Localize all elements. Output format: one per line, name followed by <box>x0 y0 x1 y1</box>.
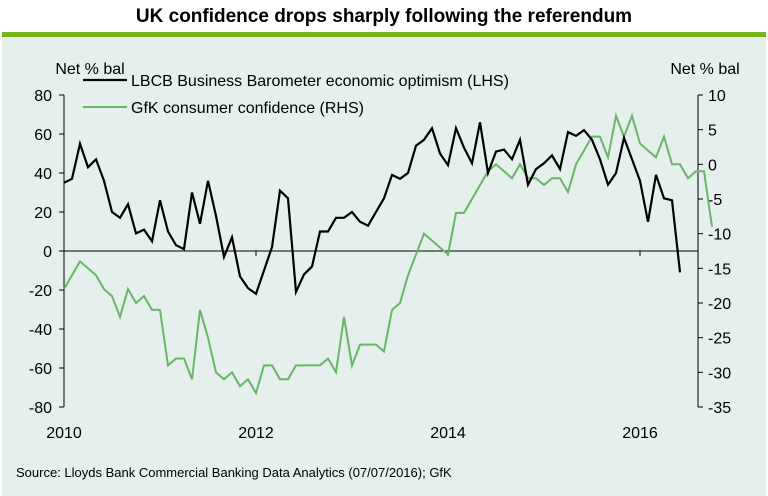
left-tick-label: 20 <box>34 205 52 222</box>
right-tick-label: 5 <box>708 123 717 140</box>
right-tick-label: -25 <box>708 331 731 348</box>
chart-panel <box>2 37 766 496</box>
left-tick-label: 60 <box>34 127 52 144</box>
left-tick-label: -60 <box>29 361 52 378</box>
right-tick-label: -10 <box>708 227 731 244</box>
right-tick-label: -15 <box>708 261 731 278</box>
chart-title: UK confidence drops sharply following th… <box>135 6 633 27</box>
legend-label: GfK consumer confidence (RHS) <box>131 100 364 117</box>
x-tick-label: 2016 <box>622 425 658 442</box>
right-tick-label: -5 <box>708 192 722 209</box>
left-tick-label: -40 <box>29 322 52 339</box>
legend-label: LBCB Business Barometer economic optimis… <box>131 73 509 90</box>
x-tick-label: 2012 <box>238 425 274 442</box>
right-tick-label: 0 <box>708 157 717 174</box>
right-tick-label: 10 <box>708 88 726 105</box>
source-note: Source: Lloyds Bank Commercial Banking D… <box>16 465 452 480</box>
left-axis-title: Net % bal <box>55 61 124 78</box>
right-tick-label: -30 <box>708 365 731 382</box>
left-tick-label: 40 <box>34 166 52 183</box>
left-tick-label: -80 <box>29 400 52 417</box>
right-tick-label: -35 <box>708 400 731 417</box>
x-tick-label: 2014 <box>430 425 466 442</box>
left-tick-label: -20 <box>29 283 52 300</box>
right-tick-label: -20 <box>708 296 731 313</box>
series-line-gfk <box>63 112 713 396</box>
title-underline <box>2 32 766 37</box>
right-axis-title: Net % bal <box>670 61 739 78</box>
left-tick-label: 0 <box>43 244 52 261</box>
left-tick-label: 80 <box>34 88 52 105</box>
x-tick-label: 2010 <box>46 425 82 442</box>
series-line-lbcb <box>63 122 682 297</box>
